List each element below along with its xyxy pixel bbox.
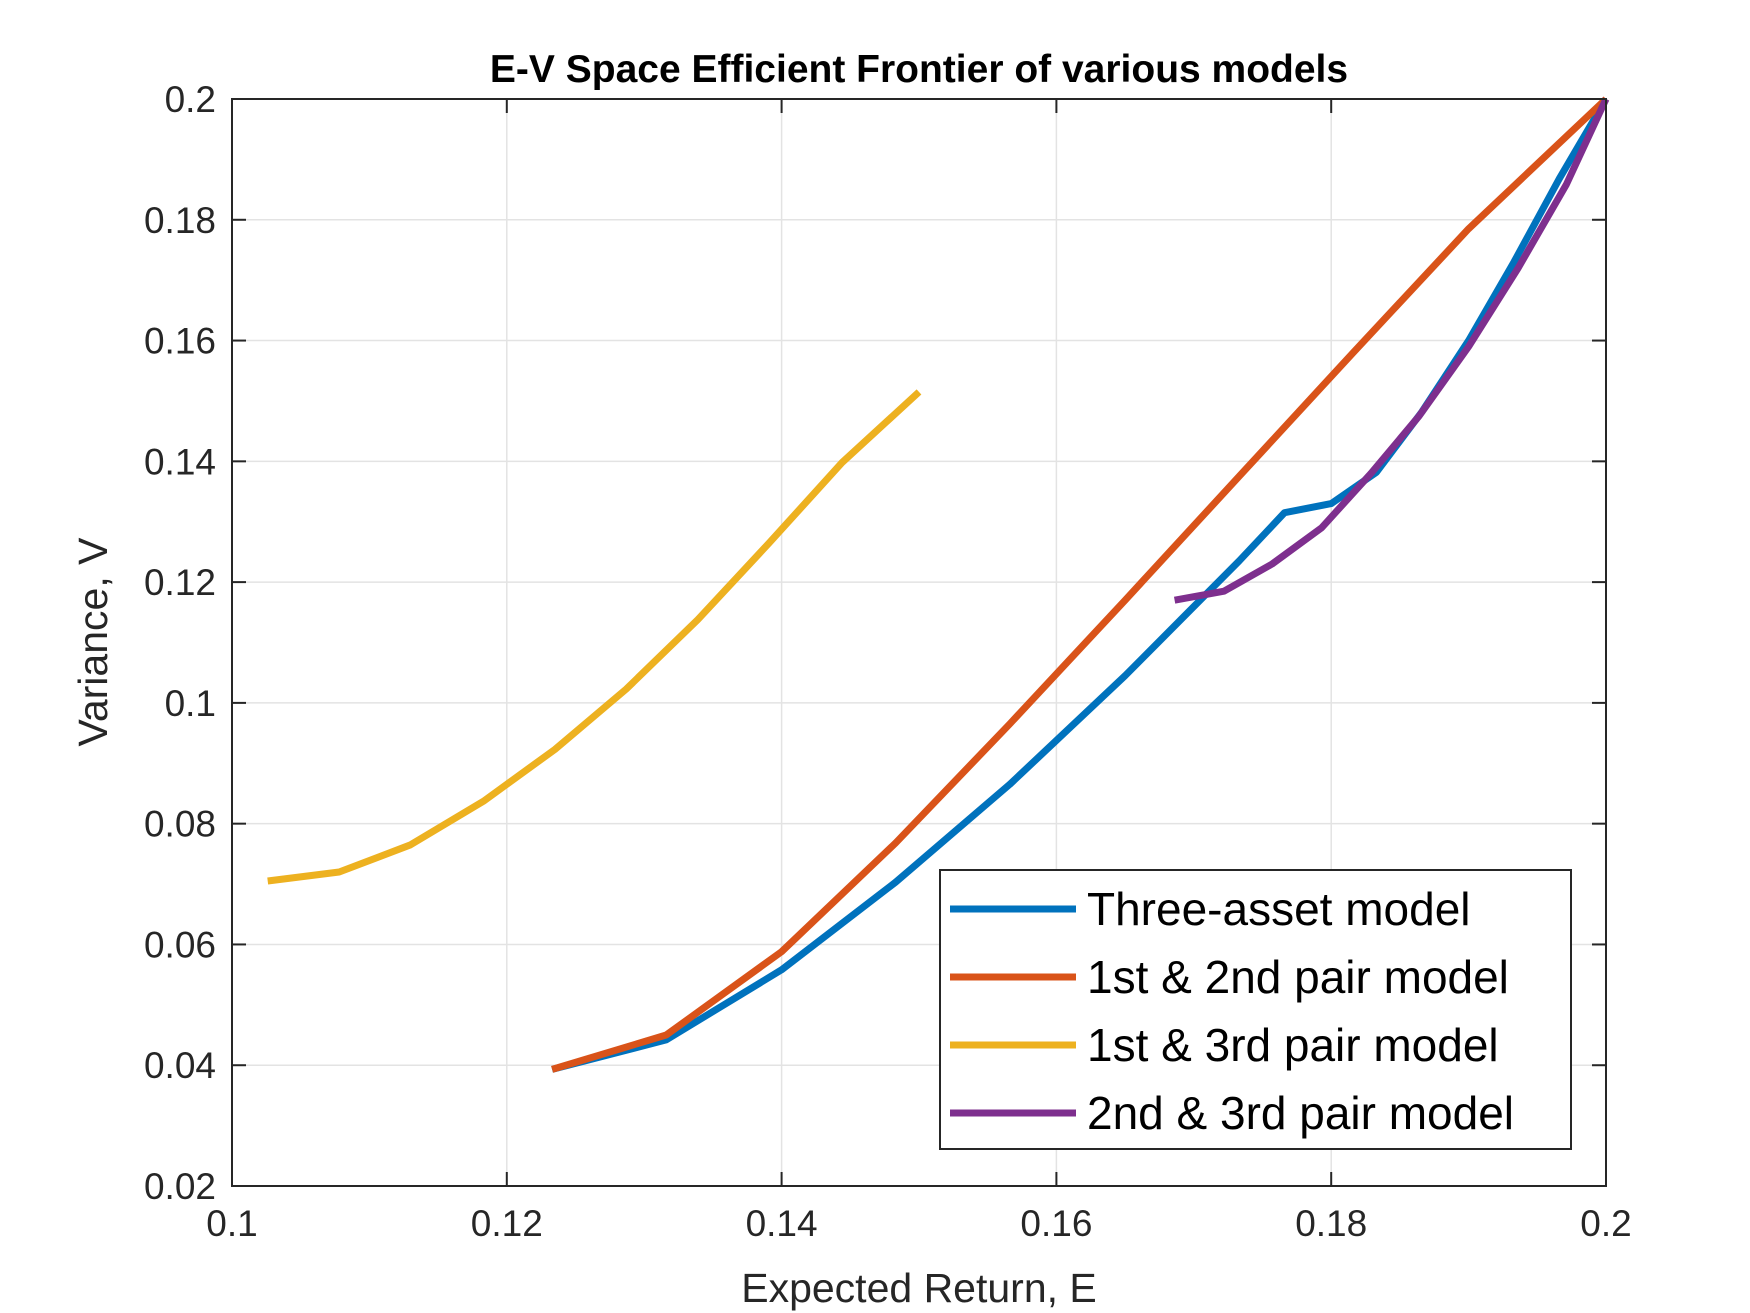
x-tick-label: 0.1 — [206, 1203, 257, 1244]
series-line-2 — [551, 96, 1609, 1073]
y-tick-label: 0.12 — [144, 562, 216, 603]
y-tick-label: 0.02 — [144, 1166, 216, 1207]
series-lines — [267, 96, 1610, 1073]
chart-title: E-V Space Efficient Frontier of various … — [490, 48, 1348, 91]
y-tick-label: 0.16 — [144, 321, 216, 362]
series-line-4 — [1173, 97, 1610, 604]
y-axis-title: Variance, V — [70, 537, 116, 747]
x-tick-label: 0.16 — [1020, 1203, 1092, 1244]
axes-box — [231, 98, 1607, 1187]
y-tick-label: 0.04 — [144, 1045, 216, 1086]
legend-label: 2nd & 3rd pair model — [1087, 1087, 1514, 1139]
x-axis-title: Expected Return, E — [741, 1265, 1097, 1311]
legend-label: 1st & 2nd pair model — [1087, 951, 1509, 1003]
y-tick-label: 0.06 — [144, 924, 216, 965]
legend-label: Three-asset model — [1087, 883, 1471, 935]
x-tick-label: 0.14 — [746, 1203, 818, 1244]
x-tick-label: 0.12 — [471, 1203, 543, 1244]
ticks: 0.1 0.12 0.14 0.16 0.18 0.2 0.02 0.04 0.06 0.08 0.… — [144, 79, 1632, 1244]
y-tick-label: 0.1 — [165, 683, 216, 724]
legend-box — [939, 869, 1572, 1150]
y-tick-label: 0.2 — [165, 79, 216, 120]
legend: Three-asset model 1st & 2nd pair model 1st… — [939, 869, 1572, 1150]
y-tick-label: 0.08 — [144, 804, 216, 845]
y-tick-label: 0.18 — [144, 200, 216, 241]
legend-label: 1st & 3rd pair model — [1087, 1019, 1499, 1071]
x-tick-label: 0.2 — [1580, 1203, 1631, 1244]
x-tick-label: 0.18 — [1295, 1203, 1367, 1244]
y-tick-label: 0.14 — [144, 441, 216, 482]
series-line-1 — [551, 97, 1610, 1073]
series-line-3 — [267, 389, 922, 885]
